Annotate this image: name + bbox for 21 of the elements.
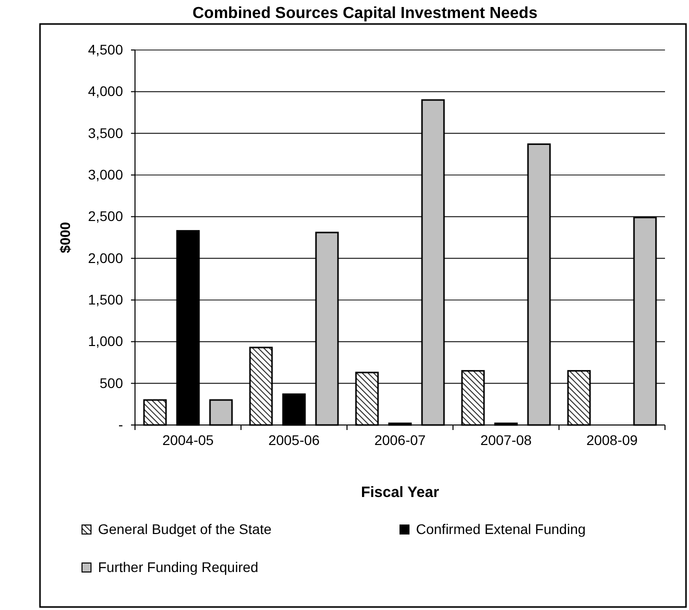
y-tick-label: 500 bbox=[100, 374, 124, 391]
y-tick-label: 4,000 bbox=[88, 83, 124, 100]
x-tick-label: 2007-08 bbox=[480, 432, 532, 448]
legend-label: General Budget of the State bbox=[98, 521, 272, 537]
legend-label: Further Funding Required bbox=[98, 559, 258, 575]
x-tick-label: 2004-05 bbox=[162, 432, 214, 448]
legend-label: Confirmed Extenal Funding bbox=[416, 521, 586, 537]
y-tick-label: 1,000 bbox=[88, 333, 124, 350]
y-tick-label: 1,500 bbox=[88, 291, 124, 308]
y-axis-title: $000 bbox=[57, 222, 73, 254]
x-tick-label: 2006-07 bbox=[374, 432, 426, 448]
y-tick-label: 2,500 bbox=[88, 208, 124, 224]
x-tick-label: 2005-06 bbox=[268, 432, 320, 448]
y-tick-label: 2,000 bbox=[88, 250, 124, 266]
y-tick-label: 4,500 bbox=[88, 41, 124, 58]
y-tick-label: 3,500 bbox=[88, 124, 124, 141]
chart-title: Combined Sources Capital Investment Needs bbox=[192, 5, 538, 22]
y-tick-label: 3,000 bbox=[88, 166, 124, 182]
x-tick-label: 2008-09 bbox=[586, 432, 638, 448]
y-tick-label: - bbox=[118, 416, 124, 432]
x-axis-title: Fiscal Year bbox=[360, 484, 440, 501]
